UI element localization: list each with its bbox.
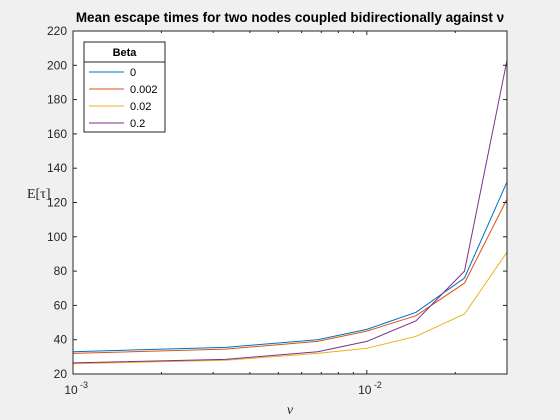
series-line-3 <box>72 60 508 364</box>
legend: Beta 0 0.002 0.02 0.2 <box>83 41 166 133</box>
x-tick-label-exp: -2 <box>374 380 382 390</box>
legend-label-2: 0.02 <box>130 101 151 113</box>
legend-label-0: 0 <box>130 67 136 79</box>
legend-title: Beta <box>113 47 138 59</box>
x-tick-label: 10 -2 <box>358 380 382 397</box>
y-axis-label: E[τ] <box>27 187 51 202</box>
legend-label-1: 0.002 <box>130 84 158 96</box>
y-tick-label: 160 <box>47 127 67 141</box>
series-line-2 <box>72 251 508 365</box>
y-tick-label: 140 <box>47 161 67 175</box>
y-tick-label: 200 <box>47 58 67 72</box>
series-layer <box>72 60 508 365</box>
legend-label-3: 0.2 <box>130 118 145 130</box>
y-tick-label: 40 <box>54 333 68 347</box>
chart-title: Mean escape times for two nodes coupled … <box>76 10 504 25</box>
y-tick-label: 120 <box>47 196 67 210</box>
y-tick-label: 100 <box>47 230 67 244</box>
x-axis-label: ν <box>287 403 294 418</box>
y-tick-label: 220 <box>47 24 67 38</box>
series-line-1 <box>72 198 508 354</box>
x-tick-label: 10 -3 <box>64 380 88 397</box>
series-line-0 <box>72 181 508 353</box>
y-tick-label: 20 <box>54 367 68 381</box>
y-tick-label: 60 <box>54 298 68 312</box>
legend-box <box>83 41 166 133</box>
x-tick-label-base: 10 <box>64 383 78 397</box>
x-tick-label-base: 10 <box>358 383 372 397</box>
y-tick-label: 180 <box>47 93 67 107</box>
y-tick-label: 80 <box>54 264 68 278</box>
x-tick-label-exp: -3 <box>80 380 88 390</box>
